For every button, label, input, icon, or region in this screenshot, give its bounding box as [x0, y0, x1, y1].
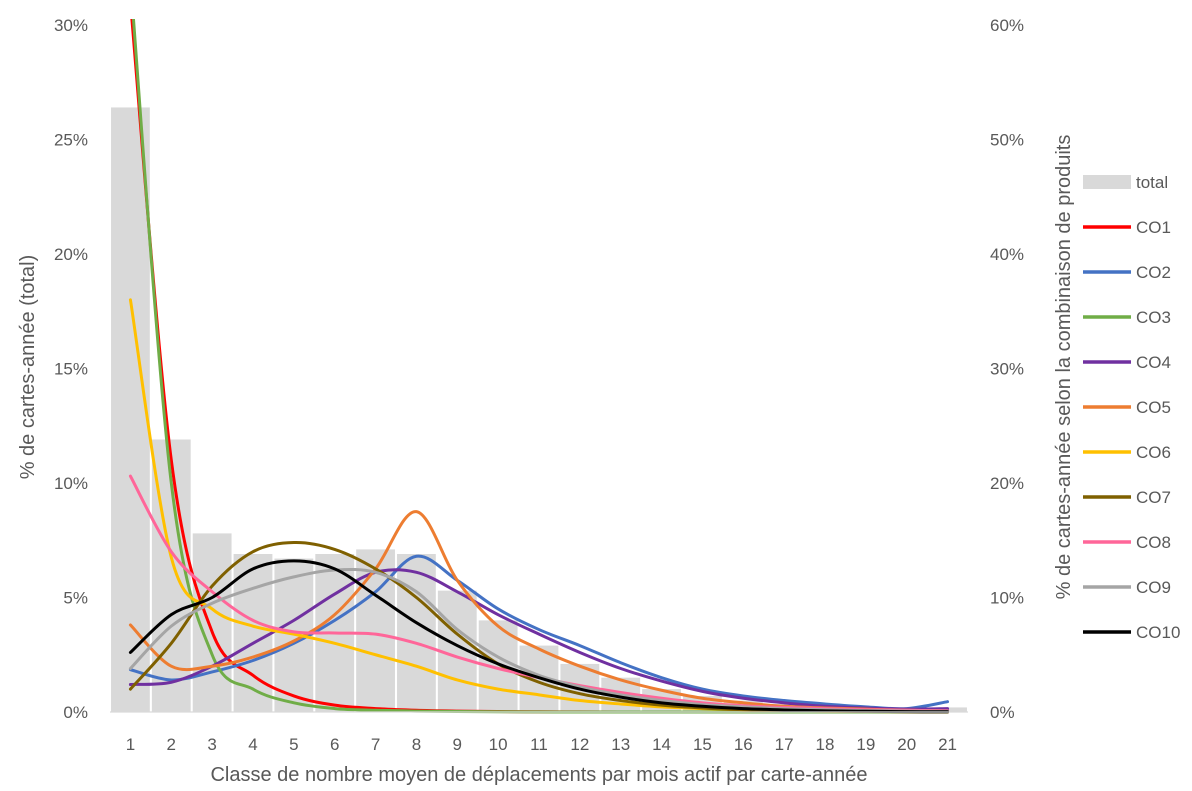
left-axis-title: % de cartes-année (total) [17, 255, 39, 480]
legend-item-co7: CO7 [1083, 488, 1171, 507]
x-tick-label: 10 [489, 735, 508, 754]
legend-item-co10: CO10 [1083, 623, 1180, 642]
legend-item-co3: CO3 [1083, 308, 1171, 327]
legend-label-co1: CO1 [1136, 218, 1171, 237]
x-tick-label: 5 [289, 735, 298, 754]
series-line-co4 [128, 568, 950, 711]
right-tick-label: 10% [990, 589, 1024, 608]
left-tick-label: 20% [54, 245, 88, 264]
x-tick-label: 2 [167, 735, 176, 754]
left-tick-label: 30% [54, 16, 88, 35]
x-tick-label: 7 [371, 735, 380, 754]
left-tick-label: 25% [54, 131, 88, 150]
x-tick-label: 13 [611, 735, 630, 754]
legend-item-co4: CO4 [1083, 353, 1171, 372]
x-tick-label: 16 [734, 735, 753, 754]
x-axis-title: Classe de nombre moyen de déplacements p… [210, 764, 867, 786]
right-tick-label: 20% [990, 474, 1024, 493]
x-tick-label: 20 [897, 735, 916, 754]
x-tick-label: 19 [856, 735, 875, 754]
legend-label-co10: CO10 [1136, 623, 1180, 642]
series-line-co10 [128, 559, 950, 714]
legend-label-co5: CO5 [1136, 398, 1171, 417]
legend-label-co8: CO8 [1136, 533, 1171, 552]
x-axis-ticks: 1 2 3 4 5 6 7 8 9 10 11 12 13 14 15 16 17 18 19 20 21 [126, 735, 957, 754]
x-tick-label: 6 [330, 735, 339, 754]
legend-label-co3: CO3 [1136, 308, 1171, 327]
bar-total-1 [111, 107, 150, 712]
legend-label-total: total [1136, 173, 1168, 192]
series-line-co2 [128, 554, 950, 711]
left-axis-ticks: 0% 5% 10% 15% 20% 25% 30% [54, 16, 88, 722]
legend: total CO1 CO2 CO3 CO4 CO5 CO6 CO7 CO8 CO9 CO10 [1083, 173, 1180, 642]
legend-label-co4: CO4 [1136, 353, 1171, 372]
x-tick-label: 21 [938, 735, 957, 754]
legend-item-co5: CO5 [1083, 398, 1171, 417]
left-tick-label: 5% [63, 589, 88, 608]
right-tick-label: 60% [990, 16, 1024, 35]
x-tick-label: 4 [248, 735, 257, 754]
x-tick-label: 1 [126, 735, 135, 754]
bar-total-8 [397, 553, 436, 712]
x-tick-label: 15 [693, 735, 712, 754]
x-tick-label: 9 [453, 735, 462, 754]
x-tick-label: 14 [652, 735, 671, 754]
left-tick-label: 10% [54, 474, 88, 493]
x-tick-label: 12 [570, 735, 589, 754]
legend-label-co6: CO6 [1136, 443, 1171, 462]
legend-item-total: total [1083, 173, 1168, 192]
legend-label-co9: CO9 [1136, 578, 1171, 597]
legend-label-co2: CO2 [1136, 263, 1171, 282]
x-tick-label: 8 [412, 735, 421, 754]
left-tick-label: 15% [54, 360, 88, 379]
right-tick-label: 0% [990, 703, 1015, 722]
right-axis-ticks: 0% 10% 20% 30% 40% 50% 60% [990, 16, 1024, 722]
legend-item-co9: CO9 [1083, 578, 1171, 597]
x-tick-label: 3 [207, 735, 216, 754]
legend-item-co2: CO2 [1083, 263, 1171, 282]
right-axis-title: % de cartes-année selon la combinaison d… [1053, 135, 1075, 600]
legend-item-co8: CO8 [1083, 533, 1171, 552]
legend-label-co7: CO7 [1136, 488, 1171, 507]
x-tick-label: 11 [530, 735, 548, 754]
right-tick-label: 50% [990, 131, 1024, 150]
left-tick-label: 0% [63, 703, 88, 722]
legend-swatch-total [1083, 175, 1131, 189]
x-tick-label: 17 [775, 735, 794, 754]
legend-item-co6: CO6 [1083, 443, 1171, 462]
x-tick-label: 18 [816, 735, 835, 754]
legend-item-co1: CO1 [1083, 218, 1171, 237]
right-tick-label: 40% [990, 245, 1024, 264]
right-tick-label: 30% [990, 360, 1024, 379]
